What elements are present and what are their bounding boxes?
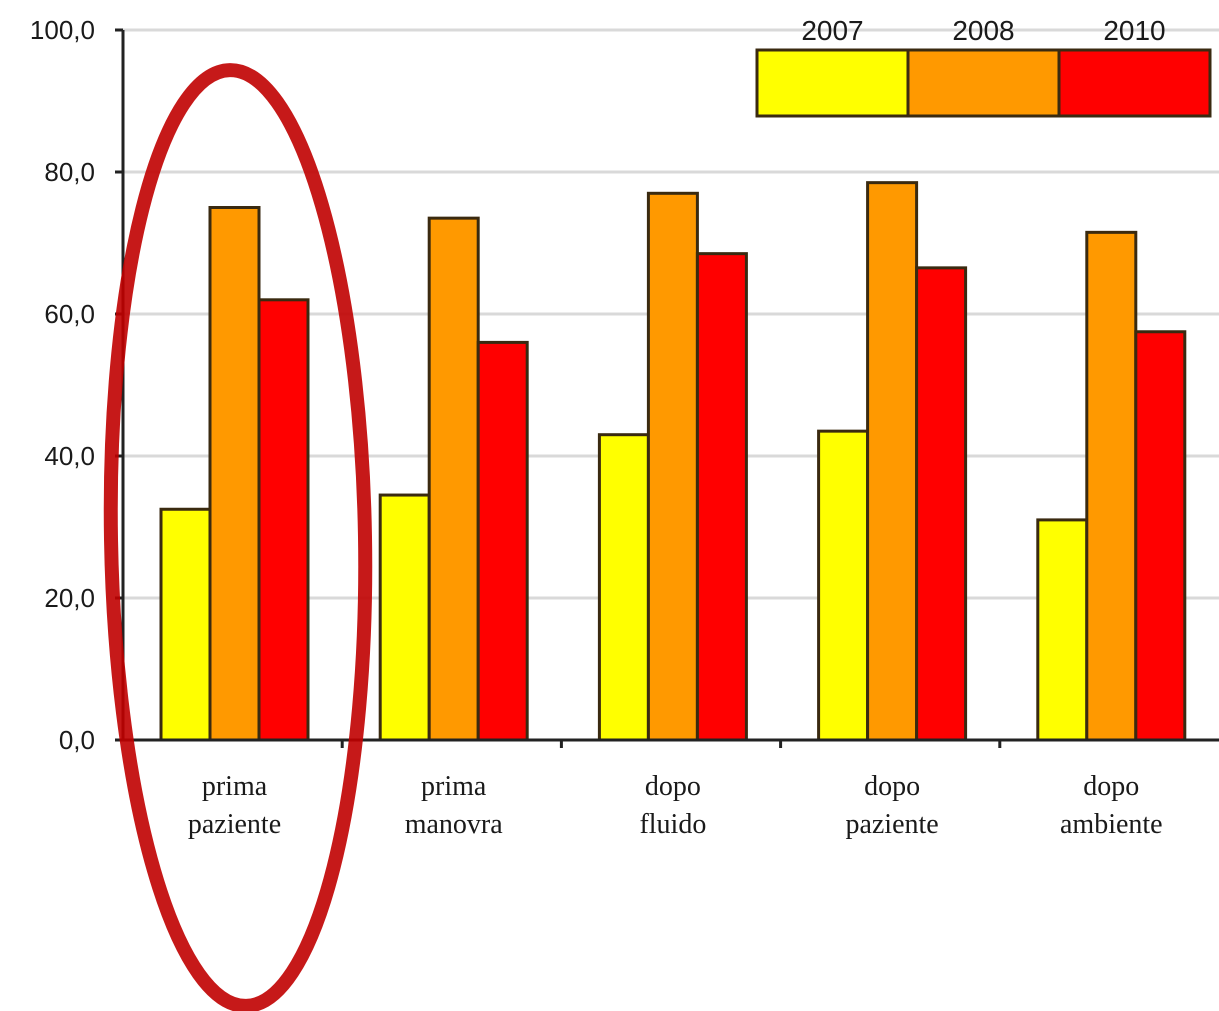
legend-swatch (1057, 48, 1212, 118)
bar (597, 433, 650, 742)
annotation-layer (103, 63, 373, 1011)
x-tick-label: dopo (864, 771, 920, 802)
bar (257, 298, 310, 742)
y-axis: 0,0 20,0 40,0 60,0 80,0 100,0 (30, 15, 125, 755)
bar (866, 181, 919, 742)
x-tick-label: paziente (845, 809, 938, 840)
bar (208, 206, 261, 742)
legend-swatch (906, 48, 1061, 118)
y-tick-label: 80,0 (44, 157, 95, 187)
y-tick-label: 20,0 (44, 583, 95, 613)
bar (476, 340, 529, 742)
highlight-ellipse (103, 63, 373, 1011)
bar (1134, 330, 1187, 742)
x-tick-label: dopo (645, 771, 701, 802)
bar (646, 191, 699, 742)
bar (159, 507, 212, 742)
bars (159, 181, 1187, 742)
x-axis: prima paziente prima manovra dopo fluido dopo p… (123, 738, 1219, 840)
x-tick-label: ambiente (1060, 809, 1163, 840)
legend-label: 2007 (801, 15, 863, 46)
x-tick-label: paziente (188, 809, 281, 840)
x-tick-label: prima (202, 771, 268, 802)
x-tick-label: manovra (405, 809, 504, 840)
legend-swatch (755, 48, 910, 118)
legend-label: 2008 (952, 15, 1014, 46)
bar (427, 216, 480, 742)
x-tick-label: dopo (1083, 771, 1139, 802)
bar (817, 429, 870, 742)
bar (915, 266, 968, 742)
bar (1085, 230, 1138, 742)
legend-label: 2010 (1103, 15, 1165, 46)
y-tick-label: 60,0 (44, 299, 95, 329)
y-tick-label: 40,0 (44, 441, 95, 471)
y-tick-label: 100,0 (30, 15, 95, 45)
x-tick-label: fluido (639, 809, 706, 840)
bar (1036, 518, 1089, 742)
x-tick-label: prima (421, 771, 487, 802)
bar (378, 493, 431, 742)
bar (695, 252, 748, 742)
legend: 2007 2008 2010 (755, 15, 1212, 118)
y-tick-label: 0,0 (59, 725, 95, 755)
